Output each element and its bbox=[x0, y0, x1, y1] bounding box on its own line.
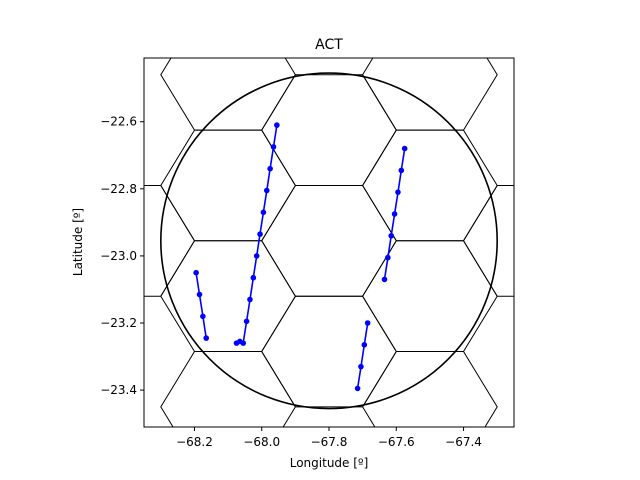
data-point bbox=[388, 232, 395, 239]
data-point bbox=[358, 363, 364, 370]
y-tick-label: −22.6 bbox=[100, 115, 137, 129]
data-point bbox=[274, 122, 280, 128]
data-point bbox=[200, 313, 206, 320]
y-tick-label: −23.2 bbox=[100, 316, 137, 330]
data-point bbox=[354, 385, 361, 392]
data-point bbox=[260, 209, 267, 216]
data-point bbox=[196, 291, 203, 298]
x-tick-label: −68.0 bbox=[243, 435, 280, 449]
data-point bbox=[233, 340, 240, 346]
data-point bbox=[401, 145, 408, 152]
y-tick-label: −23.0 bbox=[100, 249, 137, 263]
series-line-1 bbox=[195, 272, 207, 339]
hexagon-cell bbox=[144, 185, 196, 297]
data-point bbox=[243, 318, 250, 325]
data-point bbox=[267, 165, 273, 172]
data-point bbox=[391, 211, 398, 217]
data-point bbox=[203, 335, 210, 341]
data-point bbox=[257, 231, 263, 237]
data-point bbox=[247, 296, 253, 303]
data-point bbox=[385, 254, 391, 261]
x-axis-label: Longitude [º] bbox=[290, 456, 369, 470]
data-point bbox=[395, 189, 401, 195]
chart-title: ACT bbox=[315, 37, 343, 53]
hexagon-cell bbox=[160, 351, 296, 427]
x-tick-label: −68.2 bbox=[176, 435, 213, 449]
x-tick-label: −67.8 bbox=[311, 435, 348, 449]
hexagon-grid bbox=[144, 58, 514, 427]
data-point bbox=[361, 342, 368, 348]
data-point bbox=[250, 274, 257, 281]
x-tick-label: −67.6 bbox=[378, 435, 415, 449]
data-point bbox=[381, 276, 388, 283]
data-point bbox=[364, 320, 371, 326]
hexagon-cell bbox=[362, 351, 498, 427]
hexagon-cell bbox=[362, 58, 498, 131]
y-tick-label: −23.4 bbox=[100, 383, 137, 397]
data-point bbox=[193, 269, 199, 276]
data-point bbox=[263, 187, 270, 194]
series-layer bbox=[193, 122, 408, 392]
data-point bbox=[270, 144, 277, 150]
y-axis-label: Latitude [º] bbox=[71, 208, 85, 276]
y-axis-ticks: −22.6 −22.8 −23.0 −23.2 −23.4 bbox=[100, 115, 144, 397]
boundary-circle-layer bbox=[160, 72, 498, 410]
data-point bbox=[398, 167, 405, 174]
x-axis-ticks: −68.2 −68.0 −67.8 −67.6 −67.4 bbox=[176, 427, 482, 449]
y-tick-label: −22.8 bbox=[100, 182, 137, 196]
boundary-circle bbox=[160, 72, 498, 410]
hexagon-cell bbox=[462, 185, 514, 297]
hexagon-cell bbox=[160, 58, 296, 131]
data-point bbox=[253, 253, 260, 259]
x-tick-label: −67.4 bbox=[445, 435, 482, 449]
series-line-4 bbox=[356, 322, 369, 389]
